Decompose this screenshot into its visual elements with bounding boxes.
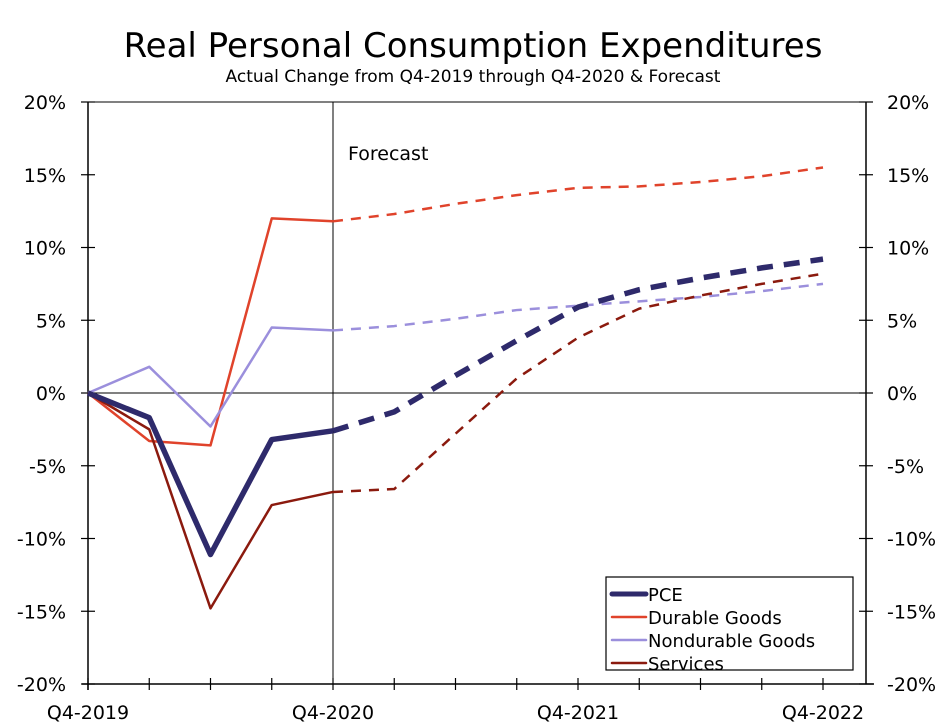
y-tick-label-left: -15% xyxy=(17,601,66,623)
legend-label: Nondurable Goods xyxy=(648,631,815,652)
y-tick-label-right: 20% xyxy=(887,92,929,114)
legend-label: PCE xyxy=(648,585,683,606)
x-axis-ticks: Q4-2019 Q4-2020 Q4-2021 Q4-2022 xyxy=(47,678,864,724)
y-tick-label-right: 5% xyxy=(887,310,917,332)
series-services-forecast xyxy=(332,272,824,494)
y-tick-label-right: -20% xyxy=(887,674,936,696)
legend-label: Durable Goods xyxy=(648,608,782,629)
y-tick-label-right: 0% xyxy=(887,383,917,405)
series-durable-goods-actual xyxy=(87,217,334,447)
legend-label: Services xyxy=(648,654,724,675)
series-nondurable-goods-actual xyxy=(87,326,334,428)
y-tick-label-left: -20% xyxy=(17,674,66,696)
y-tick-label-left: -10% xyxy=(17,529,66,551)
y-tick-label-left: 5% xyxy=(36,310,66,332)
y-tick-label-left: 20% xyxy=(24,92,66,114)
forecast-annotation: Forecast xyxy=(348,143,428,165)
y-axis-left-ticks: 20% 15% 10% 5% 0% -5% -10% -15% -20% xyxy=(17,92,95,696)
y-tick-label-left: 10% xyxy=(24,238,66,260)
y-tick-label-right: -10% xyxy=(887,529,936,551)
series-nondurable-goods-forecast xyxy=(332,282,824,332)
series-pce-actual xyxy=(86,390,334,558)
x-tick-label: Q4-2022 xyxy=(782,702,864,724)
y-axis-right-ticks: 20% 15% 10% 5% 0% -5% -10% -15% -20% xyxy=(859,92,936,696)
y-tick-label-right: -15% xyxy=(887,601,936,623)
y-tick-label-left: -5% xyxy=(29,456,66,478)
y-tick-label-left: 0% xyxy=(36,383,66,405)
chart-title: Real Personal Consumption Expenditures xyxy=(124,26,823,66)
y-tick-label-right: 15% xyxy=(887,165,929,187)
chart-subtitle: Actual Change from Q4-2019 through Q4-20… xyxy=(226,67,721,87)
y-tick-label-left: 15% xyxy=(24,165,66,187)
series-pce-forecast xyxy=(332,256,824,434)
x-tick-label: Q4-2021 xyxy=(537,702,619,724)
x-tick-label: Q4-2019 xyxy=(47,702,129,724)
series-layer xyxy=(86,166,824,610)
y-tick-label-right: 10% xyxy=(887,238,929,260)
series-durable-goods-forecast xyxy=(332,166,824,223)
y-tick-label-right: -5% xyxy=(887,456,924,478)
x-tick-label: Q4-2020 xyxy=(292,702,374,724)
